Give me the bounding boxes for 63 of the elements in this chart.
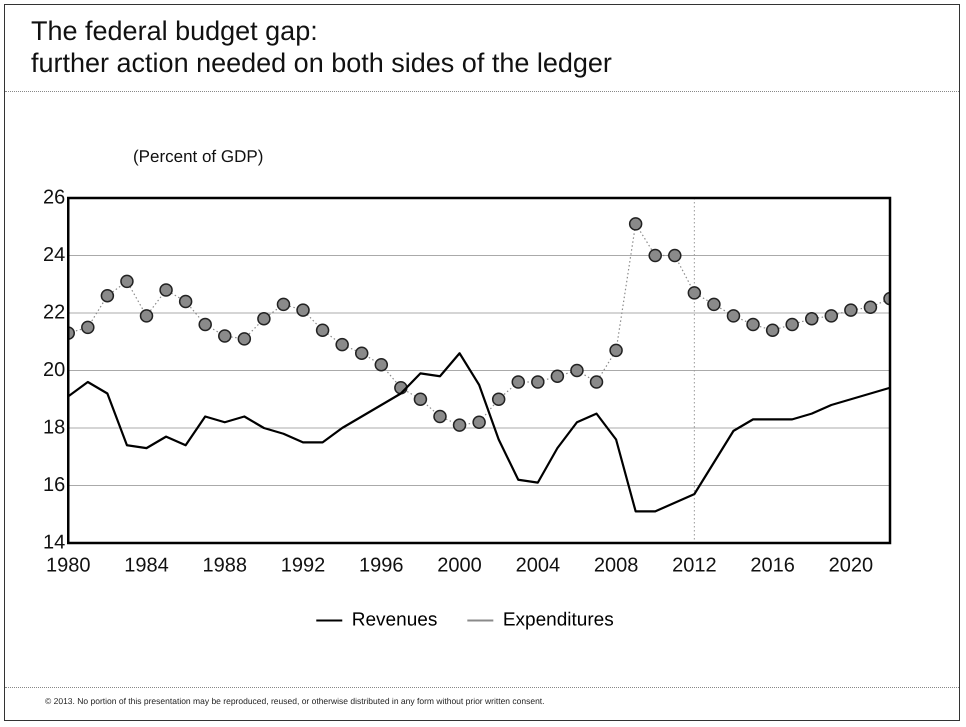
x-tick-label: 1980 xyxy=(46,554,90,577)
point xyxy=(120,274,134,288)
point xyxy=(628,217,642,231)
point xyxy=(335,338,349,352)
y-tick-label: 18 xyxy=(42,416,66,439)
point xyxy=(668,248,682,262)
point xyxy=(198,318,212,332)
point xyxy=(844,303,858,317)
point xyxy=(492,392,506,406)
y-tick-label: 14 xyxy=(42,532,66,554)
y-tick-label: 22 xyxy=(42,302,66,324)
point xyxy=(648,248,662,262)
point xyxy=(570,364,584,378)
point xyxy=(824,309,838,323)
point xyxy=(688,286,702,300)
point xyxy=(452,418,466,432)
legend-label: Revenues xyxy=(352,610,438,631)
point xyxy=(296,303,310,317)
x-tick-label: 2020 xyxy=(828,554,874,577)
point xyxy=(81,320,95,334)
x-tick-label: 2000 xyxy=(437,554,482,577)
point xyxy=(804,312,818,326)
point xyxy=(374,358,388,372)
point xyxy=(531,375,545,389)
legend-label: Expenditures xyxy=(502,610,614,631)
point xyxy=(707,298,721,312)
chart-title: The federal budget gap: further action needed on both sides of the ledger xyxy=(31,15,612,79)
point xyxy=(100,289,114,302)
text: © 2013. No portion of this presentation may be reproduced, reused, or otherwise distributed in any form without prior written consent. xyxy=(5,687,959,706)
point xyxy=(218,329,232,343)
point xyxy=(178,294,192,308)
point xyxy=(726,309,740,323)
x-tick-label: 1988 xyxy=(202,554,248,577)
x-tick-label: 2016 xyxy=(750,554,795,577)
point xyxy=(238,332,252,346)
point xyxy=(550,370,564,383)
point xyxy=(512,375,526,389)
y-axis-title: (Percent of GDP) xyxy=(133,147,264,167)
point xyxy=(354,346,368,360)
point xyxy=(785,318,799,332)
point xyxy=(159,283,173,297)
point xyxy=(276,298,290,312)
point xyxy=(864,300,878,314)
y-tick-label: 24 xyxy=(42,244,66,266)
y-tick-label: 20 xyxy=(42,359,66,382)
point xyxy=(140,309,154,323)
point xyxy=(609,344,623,358)
point xyxy=(257,312,271,326)
x-tick-label: 1992 xyxy=(280,554,326,577)
point xyxy=(414,392,428,406)
y-tick-label: 16 xyxy=(42,474,66,496)
point xyxy=(746,318,760,332)
x-tick-label: 2008 xyxy=(594,554,638,577)
x-tick-label: 2004 xyxy=(516,554,560,577)
point xyxy=(316,324,330,337)
point xyxy=(433,410,447,424)
point xyxy=(472,416,486,429)
point xyxy=(590,375,604,389)
x-tick-label: 1984 xyxy=(124,554,169,577)
point xyxy=(766,324,780,337)
x-tick-label: 1996 xyxy=(359,554,404,577)
y-tick-label: 26 xyxy=(42,186,66,209)
x-tick-label: 2012 xyxy=(672,554,717,577)
